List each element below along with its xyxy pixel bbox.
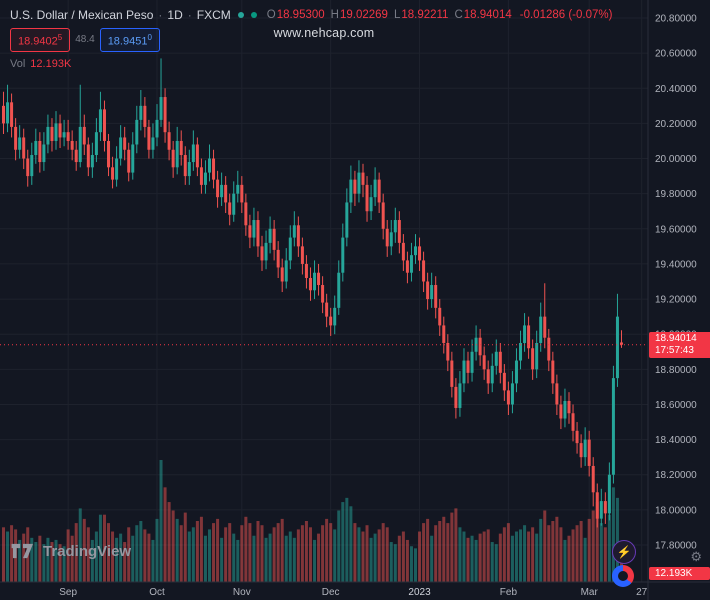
open-value: 18.95300 <box>276 9 325 21</box>
svg-text:18.60000: 18.60000 <box>655 400 697 411</box>
sentiment-ratio-button[interactable] <box>612 565 634 587</box>
volume-label: Vol <box>10 57 26 70</box>
svg-text:20.20000: 20.20000 <box>655 119 697 130</box>
svg-text:2023: 2023 <box>408 587 431 598</box>
svg-text:Dec: Dec <box>322 587 340 598</box>
axis-settings-gear-icon[interactable]: ⚙ <box>690 549 702 564</box>
market-status-icon[interactable] <box>237 12 244 18</box>
svg-text:19.20000: 19.20000 <box>655 295 697 306</box>
quote-row: 18.94025 48.4 18.94510 <box>10 28 612 52</box>
low-value: 18.92211 <box>401 9 449 21</box>
open-label: O <box>266 9 276 21</box>
volume-axis-tag: 12.193K <box>649 567 710 580</box>
svg-text:17.80000: 17.80000 <box>655 541 697 552</box>
svg-text:20.00000: 20.00000 <box>655 154 697 165</box>
svg-text:18.40000: 18.40000 <box>655 435 697 446</box>
separator: · <box>187 8 192 22</box>
volume-row: Vol 12.193K <box>10 58 612 70</box>
svg-text:20.60000: 20.60000 <box>655 49 697 60</box>
data-status-icon[interactable] <box>250 12 257 18</box>
svg-text:18.20000: 18.20000 <box>655 470 697 481</box>
close-value: 18.94014 <box>463 9 512 21</box>
svg-text:18.00000: 18.00000 <box>655 505 697 516</box>
svg-text:19.40000: 19.40000 <box>655 259 697 270</box>
symbol-row: U.S. Dollar / Mexican Peso · 1D · FXCM O… <box>10 8 612 22</box>
svg-text:19.60000: 19.60000 <box>655 224 697 235</box>
bar-countdown: 17:57:43 <box>655 344 694 356</box>
svg-text:20.40000: 20.40000 <box>655 84 697 95</box>
buy-button[interactable]: 18.94510 <box>99 28 160 52</box>
quick-trade-button[interactable]: ⚡ <box>612 540 636 564</box>
svg-text:27: 27 <box>636 587 648 598</box>
legend: U.S. Dollar / Mexican Peso · 1D · FXCM O… <box>10 8 612 70</box>
svg-text:Feb: Feb <box>500 587 518 598</box>
donut-icon <box>618 571 628 581</box>
high-label: H <box>330 9 339 21</box>
last-price-tag[interactable]: 18.94014 17:57:43 <box>649 331 710 358</box>
last-price-value: 18.94014 <box>655 332 697 344</box>
sell-button[interactable]: 18.94025 <box>10 28 71 52</box>
high-value: 19.02269 <box>339 9 388 21</box>
interval-button[interactable]: 1D <box>167 8 183 22</box>
low-label: L <box>393 9 401 21</box>
svg-text:Sep: Sep <box>59 587 77 598</box>
svg-text:Nov: Nov <box>233 587 251 598</box>
tradingview-logo[interactable]: TradingView <box>10 541 131 561</box>
close-label: C <box>454 9 463 21</box>
change-value: -0.01286 (-0.07%) <box>519 9 613 21</box>
svg-text:18.80000: 18.80000 <box>655 365 697 376</box>
volume-value: 12.193K <box>30 57 72 70</box>
svg-text:19.80000: 19.80000 <box>655 189 697 200</box>
svg-text:Mar: Mar <box>581 587 599 598</box>
svg-text:Oct: Oct <box>149 587 165 598</box>
separator: · <box>158 8 163 22</box>
tradingview-mark-icon <box>11 543 33 559</box>
spread-value: 48.4 <box>75 34 95 46</box>
tradingview-logo-text: TradingView <box>43 542 132 560</box>
watermark-text: www.nehcap.com <box>273 26 375 40</box>
exchange-button[interactable]: FXCM <box>196 8 231 22</box>
svg-text:20.80000: 20.80000 <box>655 14 697 25</box>
symbol-button[interactable]: U.S. Dollar / Mexican Peso <box>10 8 154 22</box>
ohlc-values: O18.95300 H19.02269 L18.92211 C18.94014 … <box>267 9 613 21</box>
lightning-icon: ⚡ <box>616 545 632 559</box>
